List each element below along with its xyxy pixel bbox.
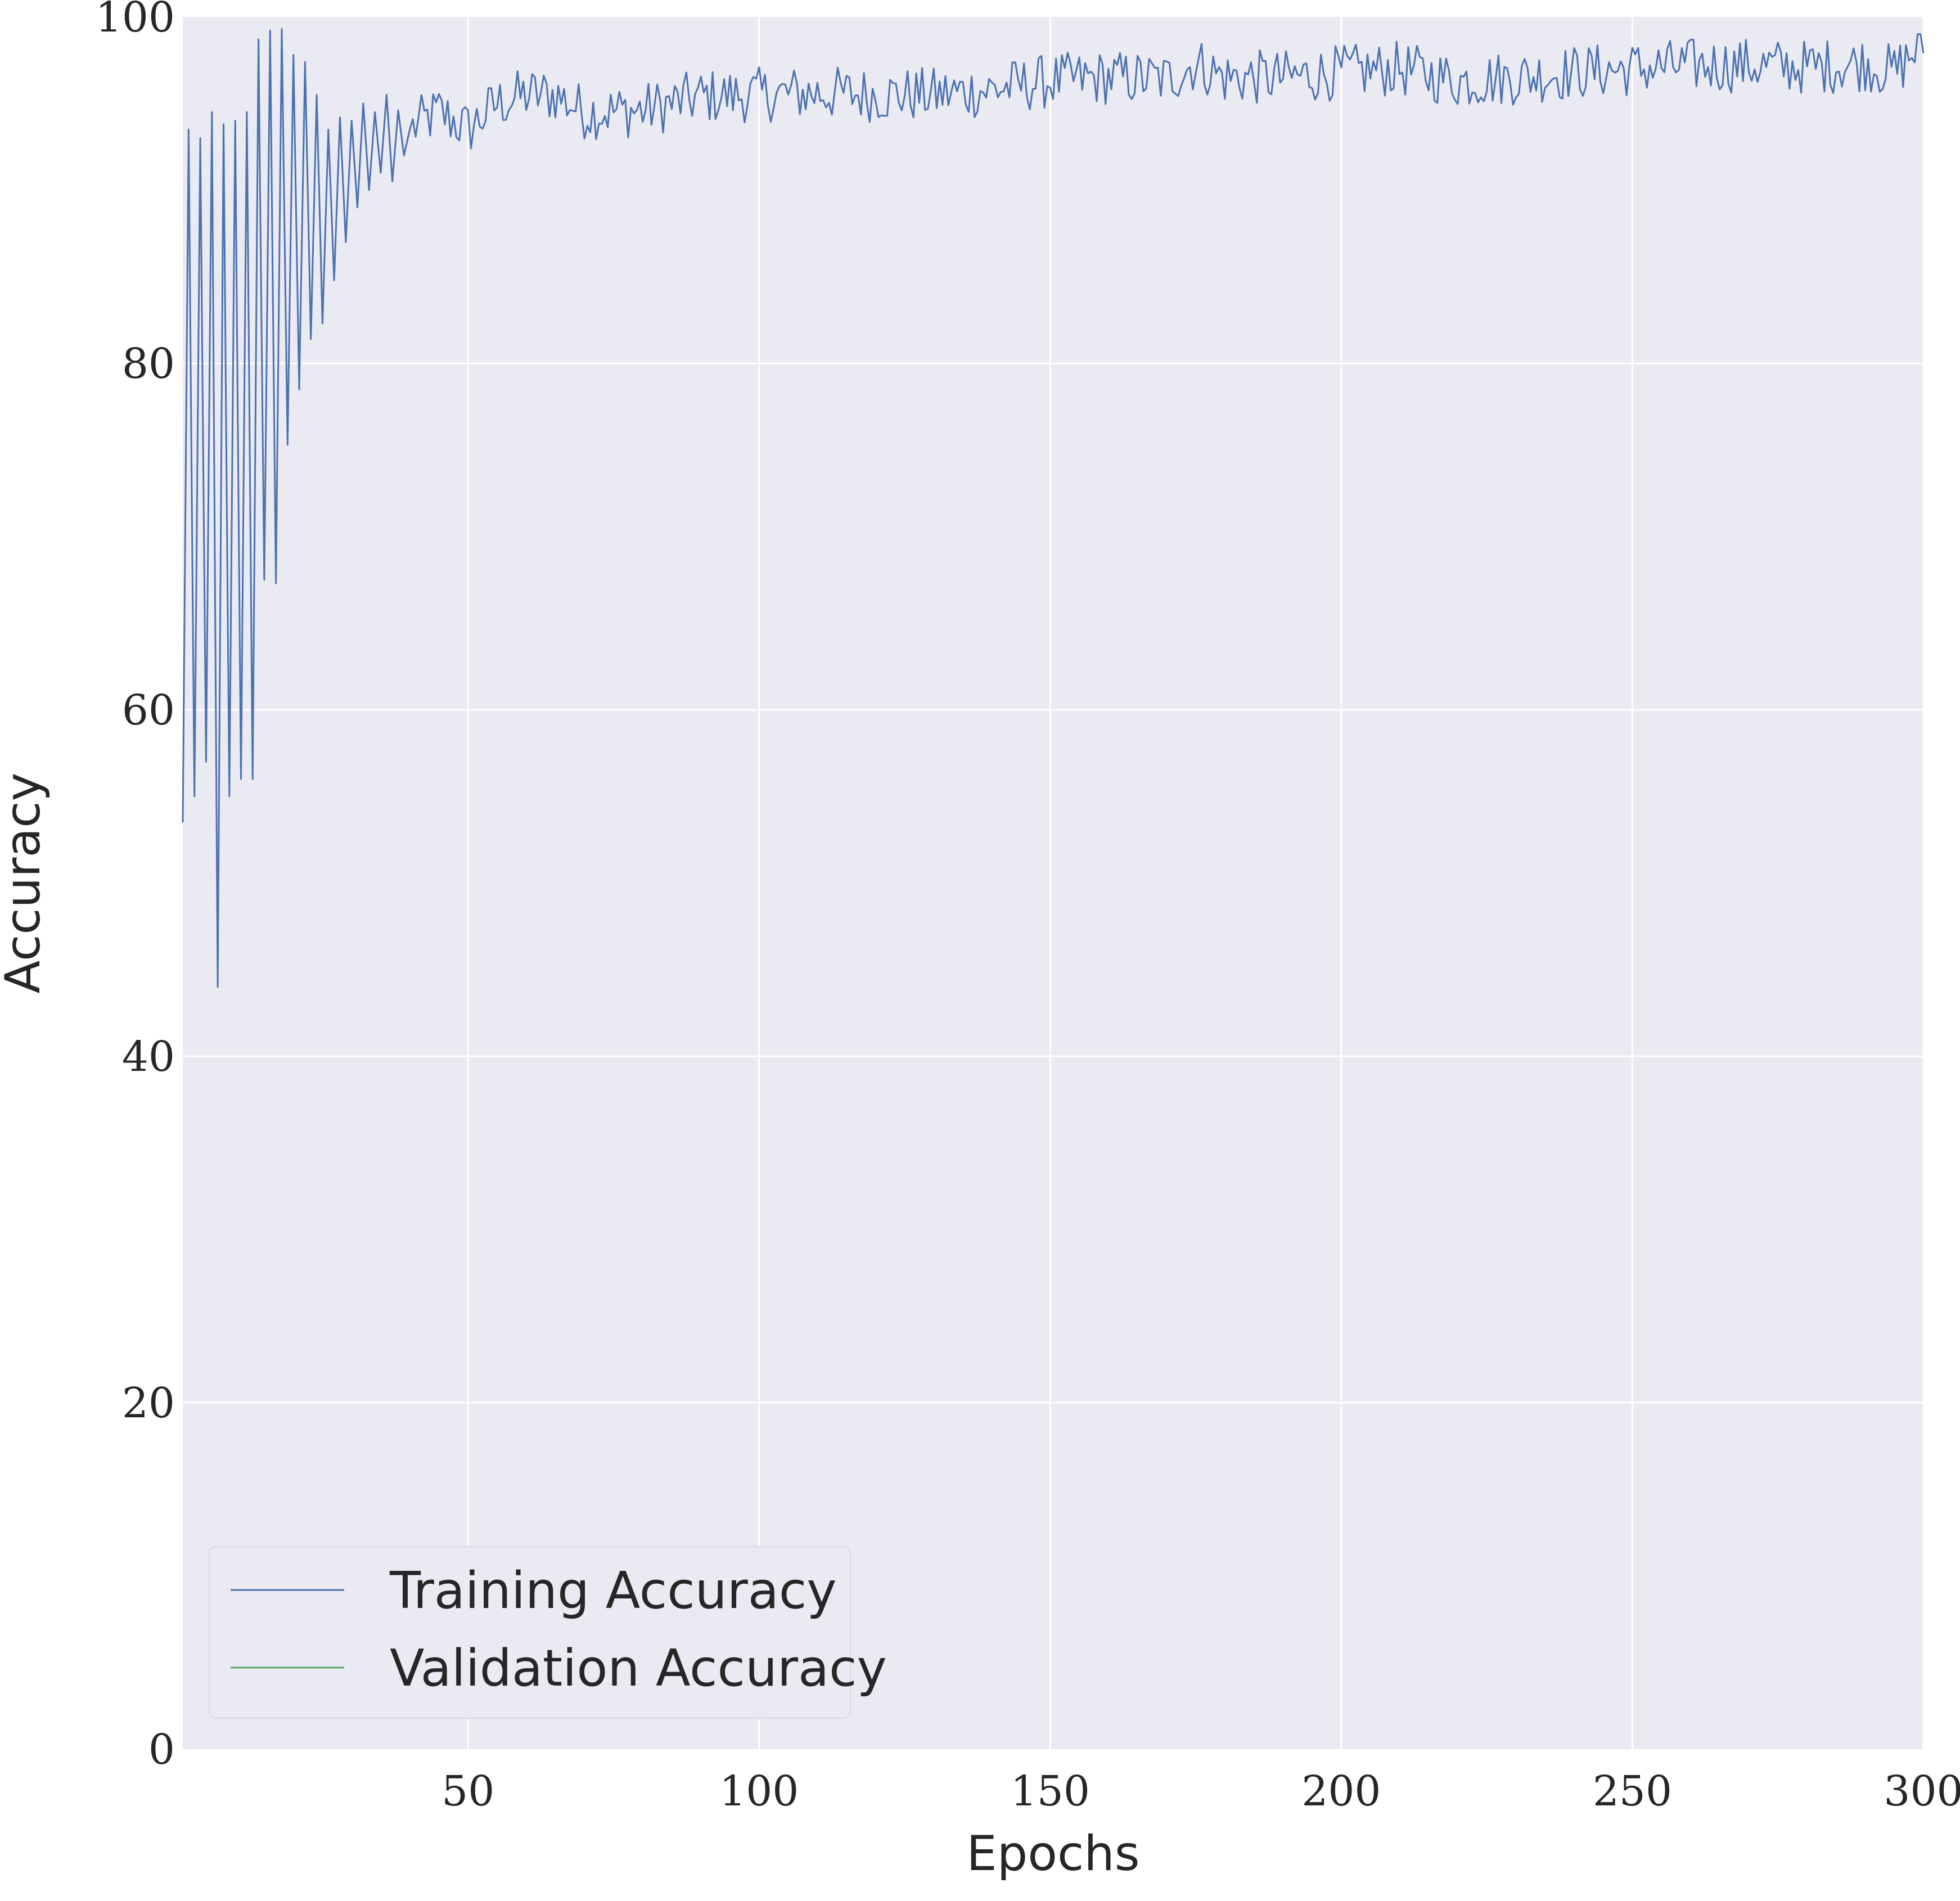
- tick-labels: 50 100 150 200 250 300 0 20 40 60 80 100: [96, 0, 1960, 1816]
- x-tick-label: 300: [1884, 1767, 1960, 1816]
- y-tick-label: 60: [122, 686, 175, 735]
- y-tick-label: 40: [122, 1033, 175, 1081]
- series-line-training-accuracy: [182, 28, 1925, 988]
- x-tick-label: 200: [1301, 1767, 1381, 1816]
- plot-background: [183, 17, 1923, 1749]
- legend-label-training: Training Accuracy: [389, 1561, 837, 1620]
- legend: Training Accuracy Validation Accuracy: [208, 1546, 887, 1719]
- x-tick-label: 150: [1011, 1767, 1090, 1816]
- series-layer: [182, 28, 1925, 988]
- x-axis-title: Epochs: [966, 1826, 1139, 1882]
- y-axis-title: Accuracy: [0, 773, 51, 994]
- y-tick-label: 20: [122, 1379, 175, 1427]
- x-tick-label: 50: [441, 1767, 494, 1816]
- legend-box: [208, 1546, 851, 1719]
- x-tick-label: 100: [719, 1767, 799, 1816]
- grid-lines: [183, 17, 1925, 1749]
- y-tick-label: 100: [96, 0, 175, 42]
- x-tick-label: 250: [1593, 1767, 1672, 1816]
- y-tick-label: 0: [148, 1726, 175, 1774]
- y-tick-label: 80: [122, 340, 175, 388]
- legend-label-validation: Validation Accuracy: [390, 1639, 887, 1698]
